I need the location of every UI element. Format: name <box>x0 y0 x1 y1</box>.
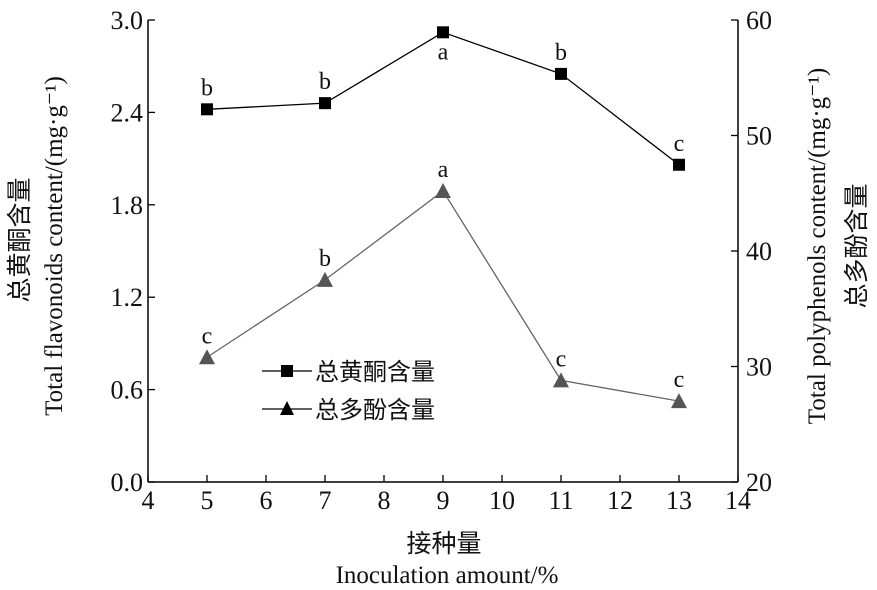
data-point-triangle <box>317 271 333 287</box>
data-point-triangle <box>199 349 215 365</box>
y-left-tick-label: 0.0 <box>111 468 144 497</box>
x-tick-label: 4 <box>142 486 155 515</box>
significance-label: b <box>555 40 567 66</box>
y-right-tick-label: 20 <box>746 468 772 497</box>
y-right-axis-title: Total polyphenols content/(mg·g⁻¹) <box>804 68 831 424</box>
y-right-tick-label: 30 <box>746 353 772 382</box>
legend-triangle-marker <box>280 401 294 415</box>
data-point-triangle <box>553 372 569 388</box>
legend-square-marker <box>281 365 293 377</box>
significance-label: c <box>202 323 213 349</box>
y-left-tick-label: 2.4 <box>111 98 144 127</box>
y-left-axis-title-cn: 总黄酮含量 <box>5 177 34 302</box>
data-point-square <box>319 97 331 110</box>
significance-label: c <box>674 131 685 157</box>
x-tick-label: 11 <box>548 486 573 515</box>
significance-label: b <box>319 69 331 95</box>
data-point-square <box>555 67 567 80</box>
y-right-tick-label: 40 <box>746 237 772 266</box>
y-right-tick-label: 60 <box>746 6 772 35</box>
y-left-tick-label: 1.8 <box>111 191 144 220</box>
y-left-axis-title: Total flavonoids content/(mg·g⁻¹) <box>41 76 68 416</box>
significance-label: a <box>438 157 449 183</box>
data-point-square <box>201 103 213 116</box>
data-point-square <box>673 158 685 171</box>
x-tick-label: 8 <box>378 486 391 515</box>
x-tick-label: 7 <box>319 486 332 515</box>
x-axis-title-cn: 接种量 <box>406 529 481 558</box>
y-right-axis-title-cn: 总多酚含量 <box>842 183 871 308</box>
significance-label: b <box>319 246 331 272</box>
series-line-polyphenols <box>206 189 680 402</box>
legend-label-flavonoids: 总黄酮含量 <box>315 358 435 386</box>
x-tick-label: 6 <box>260 486 273 515</box>
y-left-tick-label: 0.6 <box>111 376 144 405</box>
x-tick-label: 14 <box>725 486 751 515</box>
legend-label-polyphenols: 总多酚含量 <box>315 396 435 424</box>
data-point-triangle <box>435 182 451 198</box>
significance-label: a <box>438 39 449 65</box>
y-left-tick-label: 1.2 <box>111 283 144 312</box>
x-axis-title: Inoculation amount/% <box>336 562 559 589</box>
significance-label: c <box>556 346 567 372</box>
significance-label: b <box>201 75 213 101</box>
y-right-tick-label: 50 <box>746 122 772 151</box>
x-tick-label: 5 <box>201 486 214 515</box>
x-tick-label: 9 <box>437 486 450 515</box>
data-point-square <box>437 26 449 39</box>
x-tick-label: 10 <box>489 486 515 515</box>
y-left-tick-label: 3.0 <box>111 6 144 35</box>
legend: 总黄酮含量 总多酚含量 <box>262 358 435 424</box>
significance-label: c <box>674 367 685 393</box>
x-tick-label: 12 <box>607 486 633 515</box>
x-tick-label: 13 <box>666 486 692 515</box>
data-point-triangle <box>671 393 687 409</box>
